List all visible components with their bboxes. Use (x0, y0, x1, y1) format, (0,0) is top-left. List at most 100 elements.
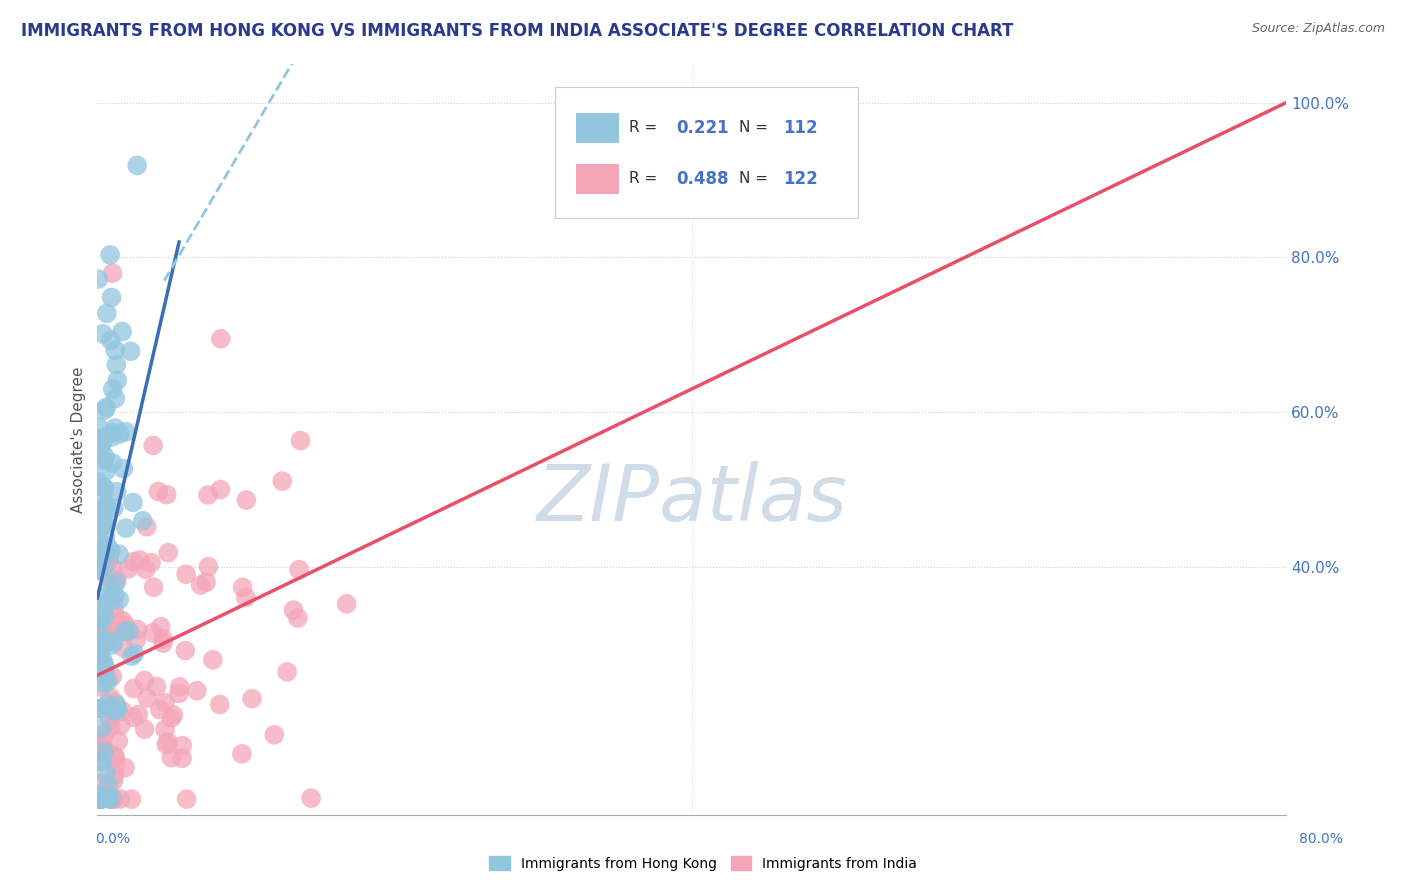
Text: R =: R = (628, 171, 662, 186)
Point (240, 691, 263, 706)
Point (91, 433, 114, 447)
Point (93, 600, 115, 615)
Text: 0.0%: 0.0% (96, 832, 131, 846)
Point (96, 464, 118, 478)
Point (299, 791, 322, 805)
Point (90, 519, 112, 533)
Point (90, 776, 112, 790)
Point (156, 735, 179, 749)
Point (105, 611, 128, 625)
Point (94, 667, 117, 681)
Point (87, 638, 110, 652)
Point (87, 615, 110, 630)
Point (290, 434, 312, 448)
Point (127, 158, 149, 172)
Point (160, 750, 183, 764)
Point (111, 614, 134, 628)
Point (96, 697, 118, 711)
Point (89, 744, 111, 758)
Point (105, 373, 128, 387)
Point (271, 474, 294, 488)
Point (90, 721, 112, 735)
Point (114, 618, 136, 632)
Point (89, 667, 111, 681)
Point (90, 792, 112, 806)
Text: R =: R = (628, 120, 662, 136)
Point (127, 707, 149, 722)
Point (104, 695, 127, 709)
Point (93, 541, 115, 556)
Point (91, 326, 114, 341)
Point (87, 788, 110, 802)
Point (97, 673, 120, 688)
Point (89, 792, 111, 806)
Point (94, 787, 117, 801)
Point (98, 551, 121, 566)
Point (101, 638, 124, 652)
Point (235, 493, 257, 508)
Point (156, 487, 179, 501)
Point (101, 669, 124, 683)
Point (90, 435, 112, 450)
Point (276, 665, 298, 679)
Point (101, 590, 124, 604)
Point (149, 620, 172, 634)
Point (160, 711, 183, 725)
Text: 0.488: 0.488 (676, 169, 728, 188)
Point (122, 681, 145, 696)
Point (94, 530, 117, 544)
Point (197, 488, 219, 502)
Point (105, 698, 128, 713)
Point (94, 500, 117, 515)
Point (91, 479, 114, 493)
Point (87, 475, 110, 489)
Point (153, 723, 176, 737)
Point (87, 596, 110, 610)
Point (100, 544, 122, 558)
Point (201, 653, 224, 667)
Point (145, 680, 167, 694)
Point (91, 565, 114, 579)
Point (91, 515, 114, 529)
Point (101, 574, 124, 588)
Point (94, 766, 117, 780)
Point (103, 748, 125, 763)
Point (93, 608, 115, 623)
Point (87, 502, 110, 516)
Point (110, 718, 132, 732)
Point (90, 614, 112, 628)
Point (98, 792, 121, 806)
Point (128, 553, 150, 567)
Point (87, 624, 110, 638)
Point (209, 332, 232, 346)
Text: 112: 112 (783, 119, 818, 136)
Point (96, 499, 118, 513)
Point (124, 647, 146, 661)
Point (231, 747, 253, 761)
Point (135, 562, 157, 576)
Point (142, 580, 165, 594)
Point (96, 633, 118, 648)
Point (174, 567, 197, 582)
Point (97, 554, 120, 568)
Point (90, 591, 112, 605)
Point (93, 637, 115, 651)
Point (105, 625, 128, 640)
Point (100, 334, 122, 348)
Point (91, 701, 114, 715)
Point (93, 658, 115, 673)
Point (87, 701, 110, 715)
Point (93, 548, 115, 562)
Point (101, 430, 124, 444)
Point (90, 792, 112, 806)
Point (89, 657, 111, 672)
Point (91, 732, 114, 747)
Point (152, 632, 174, 646)
Point (103, 500, 125, 515)
Point (104, 588, 127, 602)
Point (172, 739, 194, 753)
Point (93, 727, 115, 741)
Point (197, 559, 219, 574)
Point (91, 632, 114, 647)
Point (120, 344, 142, 359)
